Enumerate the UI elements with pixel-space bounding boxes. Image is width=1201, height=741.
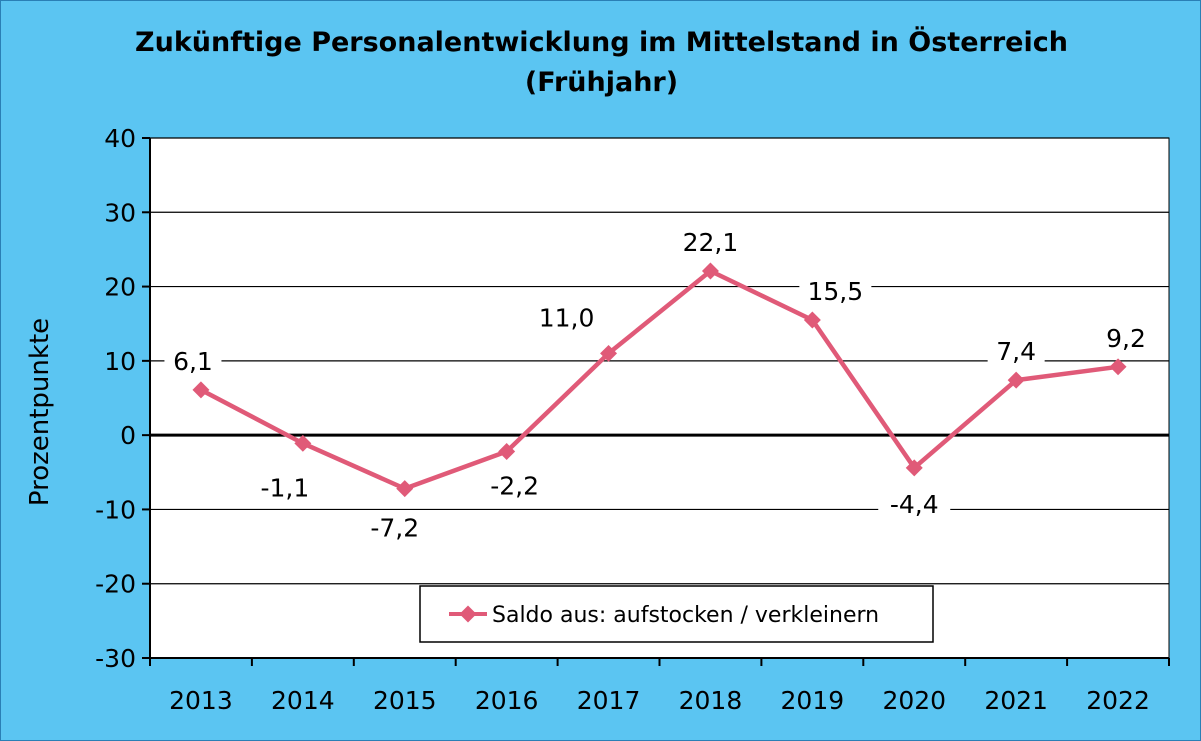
x-tick-label: 2020 (882, 686, 946, 715)
x-tick-label: 2022 (1086, 686, 1150, 715)
data-label: 7,4 (996, 337, 1036, 366)
data-label: 15,5 (808, 277, 864, 306)
data-label-bg (1097, 320, 1155, 355)
x-tick-label: 2019 (781, 686, 845, 715)
data-point (600, 344, 618, 362)
data-point (294, 434, 312, 452)
data-label: 6,1 (173, 347, 213, 376)
x-tick-label: 2016 (475, 686, 539, 715)
data-point (396, 480, 414, 498)
data-label-bg (799, 274, 872, 308)
x-tick-label: 2013 (169, 686, 233, 715)
data-label: -4,4 (890, 490, 939, 519)
y-tick-label: -30 (95, 644, 136, 673)
data-point (905, 459, 923, 477)
y-tick-label: 30 (104, 198, 136, 227)
gridlines (150, 137, 1169, 585)
x-tick-label: 2014 (271, 686, 335, 715)
x-tick-label: 2015 (373, 686, 437, 715)
y-tick-label: 40 (104, 124, 136, 153)
y-tick-label: 20 (104, 273, 136, 302)
data-label: -2,2 (490, 471, 539, 500)
data-label-bg (530, 300, 603, 335)
data-label-bg (674, 224, 747, 259)
x-tick-label: 2021 (984, 686, 1048, 715)
series (192, 262, 1127, 498)
y-tick-label: -10 (95, 495, 136, 524)
data-labels: 6,1 -1,1 -7,2 -2,2 11,0 22,1 15,5 -4,4 7,4 9,2 (164, 224, 1155, 545)
data-label-bg (164, 343, 222, 378)
legend-marker (459, 605, 477, 623)
data-label: -1,1 (260, 473, 309, 502)
legend: Saldo aus: aufstocken / verkleinern (419, 585, 934, 643)
data-label-bg (987, 334, 1045, 369)
data-label: 11,0 (539, 303, 595, 332)
x-tick-label: 2017 (577, 686, 641, 715)
y-tick-label: 10 (104, 347, 136, 376)
data-label-bg (248, 470, 321, 505)
data-point (498, 443, 516, 460)
x-tick-label: 2018 (679, 686, 743, 715)
legend-box (419, 585, 934, 643)
y-axis-label: Prozentpunkte (25, 318, 55, 506)
chart-title-block: Zukünftige Personalentwicklung im Mittel… (0, 23, 1201, 103)
data-label: -7,2 (370, 514, 419, 543)
data-point (1007, 371, 1025, 389)
data-label: 22,1 (683, 228, 739, 257)
data-label-bg (358, 510, 431, 545)
chart-subtitle: (Frühjahr) (524, 67, 679, 98)
data-label: 9,2 (1106, 324, 1146, 353)
data-point (803, 311, 821, 329)
data-point (192, 381, 210, 399)
y-tick-label: -20 (95, 570, 136, 599)
y-tick-label: 0 (120, 421, 136, 450)
data-label-bg (478, 468, 551, 503)
plot-area (149, 137, 1170, 659)
legend-entry: Saldo aus: aufstocken / verkleinern (492, 603, 879, 628)
series-line (199, 268, 1119, 491)
axes: 40 30 20 10 0 -10 -20 -30 2013 2014 2015 2016 2017 20… (95, 124, 1170, 715)
chart-title: Zukünftige Personalentwicklung im Mittel… (135, 27, 1068, 58)
data-point (701, 262, 719, 280)
data-label-bg (878, 486, 951, 521)
